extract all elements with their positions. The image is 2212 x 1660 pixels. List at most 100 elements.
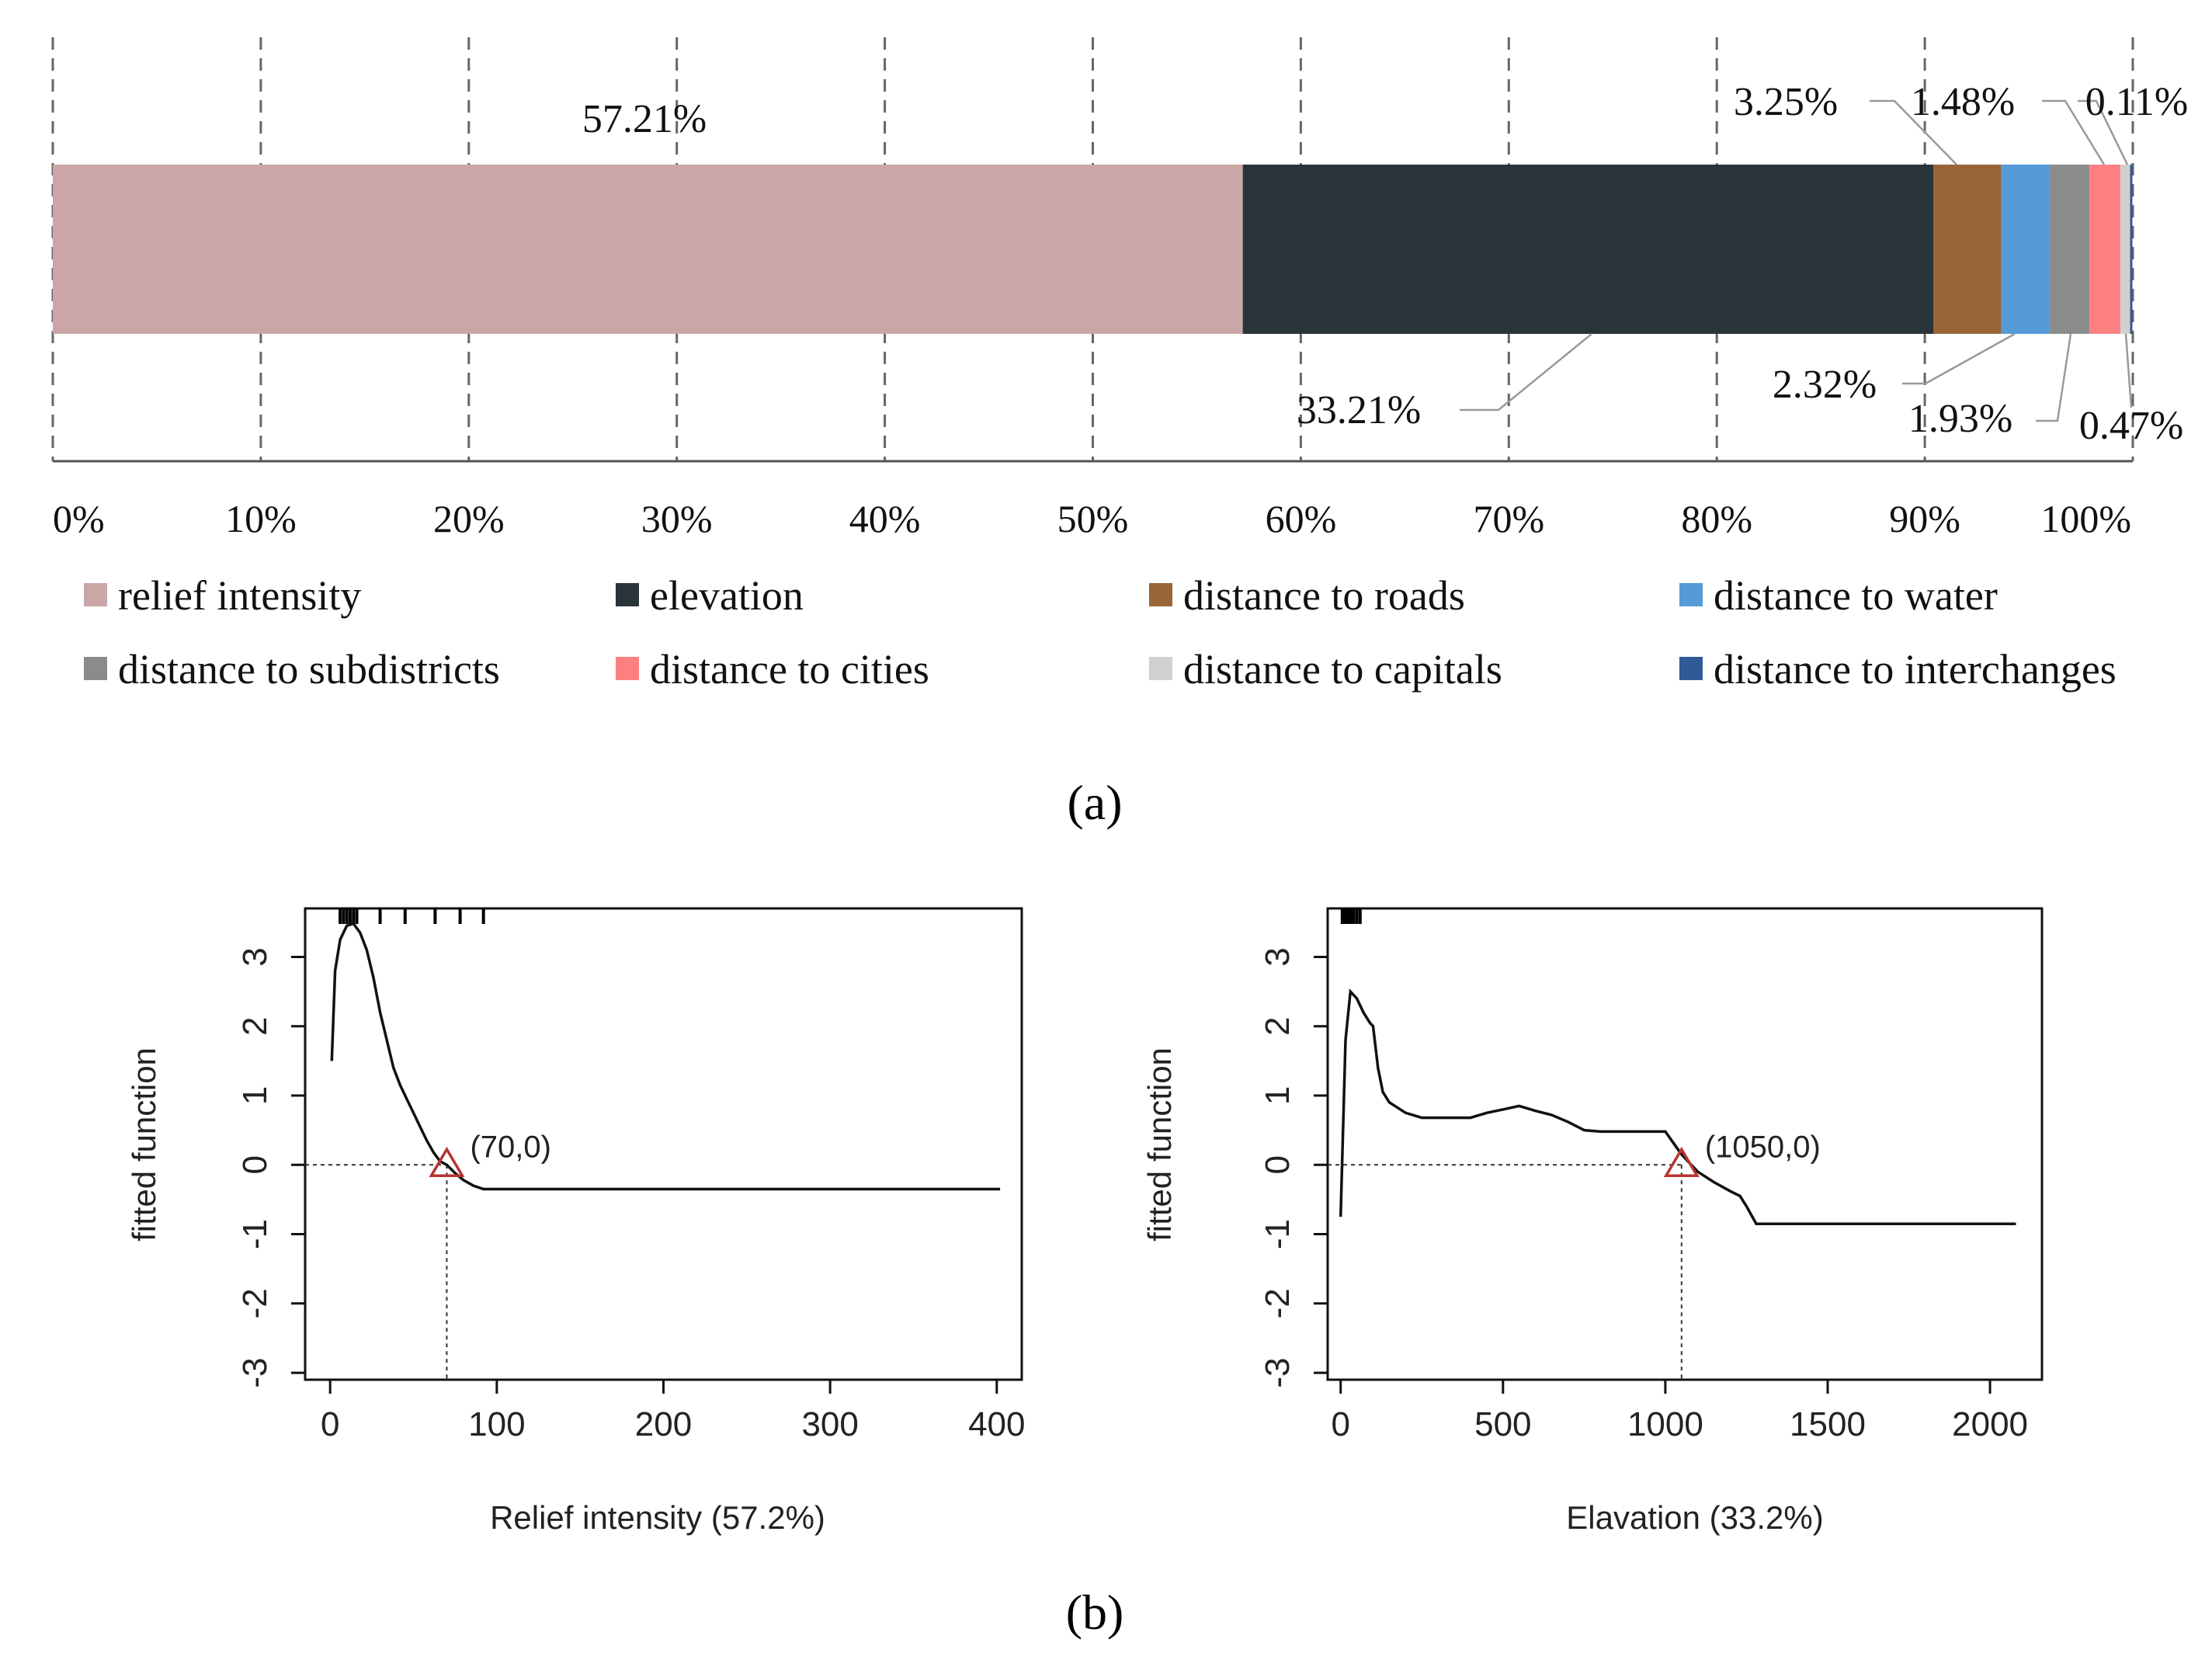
y-tick-label: 0	[236, 1155, 274, 1174]
data-label: 3.25%	[1734, 80, 1838, 124]
x-tick-label: 0	[1331, 1405, 1349, 1443]
plot-frame	[304, 907, 1023, 1381]
y-tick-label: 0	[1259, 1155, 1297, 1174]
x-axis-label: Elavation (33.2%)	[1566, 1499, 1824, 1536]
threshold-label: (70,0)	[470, 1130, 551, 1164]
legend-swatch	[1149, 657, 1172, 680]
x-tick-label: 50%	[1057, 497, 1129, 540]
x-tick-label: 2000	[1952, 1405, 2028, 1443]
y-tick-label: -3	[236, 1358, 274, 1388]
leader-line	[2036, 333, 2072, 422]
x-tick-label: 500	[1474, 1405, 1531, 1443]
legend-label: distance to roads	[1183, 572, 1465, 619]
legend-swatch	[616, 583, 639, 606]
panel-b-label: (b)	[1066, 1585, 1124, 1640]
bar-segment	[1933, 165, 2002, 334]
x-tick-label: 0%	[53, 497, 105, 540]
y-tick-label: 3	[236, 947, 274, 966]
y-tick-label: 2	[1259, 1017, 1297, 1036]
y-tick-label: -1	[236, 1219, 274, 1249]
data-label: 1.48%	[1911, 80, 2015, 124]
leader-line	[2042, 99, 2106, 165]
legend-label: distance to capitals	[1183, 646, 1502, 693]
y-tick-label: 3	[1259, 947, 1297, 966]
data-label: 2.32%	[1773, 363, 1877, 407]
legend-swatch	[1149, 583, 1172, 606]
x-tick-label: 70%	[1473, 497, 1544, 540]
fitted-function-line	[1339, 988, 2016, 1225]
fitted-function-line	[330, 922, 1001, 1191]
x-tick-label: 10%	[225, 497, 297, 540]
x-tick-label: 1000	[1627, 1405, 1703, 1443]
leader-line	[2124, 333, 2133, 408]
x-tick-label: 0	[321, 1405, 339, 1443]
bar-segment	[1242, 165, 1934, 334]
stacked-bar	[53, 165, 2133, 334]
leader-line	[2078, 99, 2129, 165]
y-tick-label: 2	[236, 1017, 274, 1036]
x-tick-labels: 0% 10% 20% 30% 40% 50% 60% 70% 80% 90% 100%	[53, 497, 2131, 540]
threshold-marker	[1663, 1146, 1700, 1178]
data-label: 0.47%	[2079, 404, 2183, 448]
x-tick-label: 1500	[1790, 1405, 1866, 1443]
legend-swatch	[1679, 583, 1703, 606]
legend-label: distance to subdistricts	[118, 646, 500, 693]
legend: relief intensity elevation distance to roa…	[84, 572, 2117, 693]
data-label: 0.11%	[2085, 80, 2188, 124]
panel-a-label: (a)	[1067, 775, 1122, 830]
plot-frame	[1326, 907, 2044, 1381]
legend-label: distance to interchanges	[1714, 646, 2117, 693]
data-label: 57.21%	[582, 97, 707, 141]
x-tick-label: 400	[968, 1405, 1025, 1443]
x-tick-label: 100	[468, 1405, 525, 1443]
leader-line	[1460, 333, 1592, 412]
x-tick-label: 30%	[641, 497, 713, 540]
plot-area: (1050,0)	[1328, 908, 2016, 1380]
legend-label: distance to cities	[650, 646, 929, 693]
bar-segment	[53, 165, 1243, 334]
threshold-label: (1050,0)	[1705, 1130, 1821, 1164]
axes: 0 500 1000 1500 2000 -3 -2 -1 0 1 2 3	[1259, 947, 2028, 1443]
legend-swatch	[1679, 657, 1703, 680]
data-label: 33.21%	[1297, 388, 1421, 432]
x-tick-label: 80%	[1681, 497, 1752, 540]
y-axis-label: fitted function	[1141, 1047, 1178, 1242]
x-tick-label: 300	[801, 1405, 858, 1443]
y-tick-label: -2	[236, 1288, 274, 1318]
x-tick-label: 60%	[1266, 497, 1337, 540]
legend-swatch	[84, 657, 107, 680]
x-tick-label: 90%	[1889, 497, 1960, 540]
legend-swatch	[84, 583, 107, 606]
legend-label: relief intensity	[118, 572, 361, 619]
threshold-marker	[429, 1146, 465, 1178]
leader-line	[1902, 332, 2016, 385]
bar-segment	[2089, 165, 2120, 334]
stacked-bar-panel: 0% 10% 20% 30% 40% 50% 60% 70% 80% 90% 100% 57.21%…	[51, 37, 2188, 830]
y-tick-label: -1	[1259, 1219, 1297, 1249]
bar-segment	[2049, 165, 2090, 334]
relief-intensity-plot: 0 100 200 300 400 -3 -2 -1 0 1 2 3 (70,0) Relief in…	[126, 907, 1026, 1536]
data-label: 1.93%	[1908, 397, 2012, 441]
bar-segment	[2130, 165, 2133, 334]
y-tick-label: 1	[1259, 1086, 1297, 1105]
y-axis-label: fitted function	[126, 1047, 162, 1242]
x-tick-label: 100%	[2040, 497, 2131, 540]
axes: 0 100 200 300 400 -3 -2 -1 0 1 2 3	[236, 947, 1026, 1443]
plot-area: (70,0)	[305, 908, 1001, 1380]
x-tick-label: 200	[635, 1405, 692, 1443]
legend-label: distance to water	[1714, 572, 1998, 619]
legend-label: elevation	[650, 572, 804, 619]
x-tick-label: 40%	[849, 497, 921, 540]
leader-line	[1870, 99, 1957, 165]
data-labels: 57.21% 33.21% 3.25% 2.32% 1.93% 1.48% 0.47% 0.1…	[582, 80, 2188, 448]
bar-segment	[2120, 165, 2130, 334]
x-axis-label: Relief intensity (57.2%)	[490, 1499, 825, 1536]
bar-segment	[2001, 165, 2050, 334]
elevation-plot: 0 500 1000 1500 2000 -3 -2 -1 0 1 2 3 (1050,0) Elav…	[1141, 907, 2044, 1536]
legend-swatch	[616, 657, 639, 680]
x-tick-label: 20%	[433, 497, 505, 540]
y-tick-label: -3	[1259, 1358, 1297, 1388]
y-tick-label: -2	[1259, 1288, 1297, 1318]
y-tick-label: 1	[236, 1086, 274, 1105]
